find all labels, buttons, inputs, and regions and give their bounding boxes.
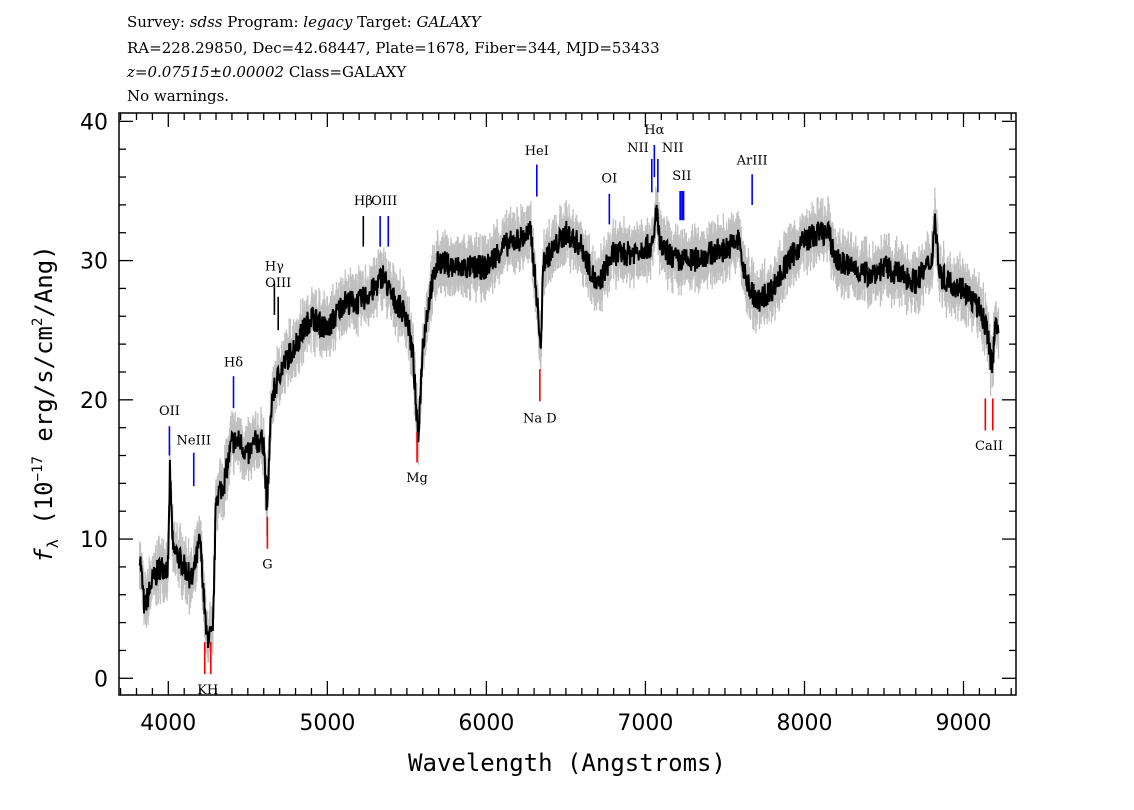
- line-label: ArIII: [736, 154, 768, 169]
- y-tick-label: 30: [80, 250, 108, 275]
- x-tick-label: 4000: [140, 711, 196, 736]
- line-label: OIII: [265, 276, 291, 291]
- line-label: Hδ: [224, 355, 243, 370]
- target-value: GALAXY: [416, 13, 481, 31]
- line-label: NII: [662, 141, 684, 156]
- flux-line: [138, 204, 1000, 649]
- header-line-3: z=0.07515±0.00002 Class=GALAXY: [127, 62, 406, 82]
- line-label: NeIII: [177, 433, 211, 448]
- line-label: OI: [601, 172, 617, 187]
- plot-frame: [118, 112, 1017, 696]
- line-label: Hβ: [354, 194, 373, 209]
- x-axis-label: Wavelength (Angstroms): [408, 749, 726, 777]
- x-tick-label: 7000: [617, 711, 673, 736]
- line-label: G: [262, 558, 272, 573]
- class: Class=GALAXY: [284, 63, 407, 81]
- line-label: Hα: [644, 123, 664, 138]
- line-label: NII: [627, 141, 649, 156]
- header-line-2: RA=228.29850, Dec=42.68447, Plate=1678, …: [127, 39, 660, 57]
- header-line-1: Survey: sdss Program: legacy Target: GAL…: [127, 12, 481, 32]
- y-axis-label: fλ (10−17 erg/s/cm2/Ang): [30, 245, 62, 562]
- axis-ticks: 4000 5000 6000 7000 8000 9000 0 10 20 30 40: [80, 110, 1016, 736]
- y-tick-label: 20: [80, 389, 108, 414]
- y-tick-label: 40: [80, 110, 108, 135]
- line-label: Mg: [406, 471, 428, 486]
- y-tick-label: 0: [94, 667, 108, 692]
- target-label: Target:: [352, 13, 417, 31]
- header-line-4: No warnings.: [127, 87, 230, 105]
- program-label: Program:: [222, 13, 304, 31]
- x-tick-label: 9000: [936, 711, 992, 736]
- line-label: OII: [159, 404, 180, 419]
- line-label: CaII: [975, 439, 1003, 454]
- error-band: [139, 186, 1000, 663]
- survey-label: Survey:: [127, 13, 190, 31]
- line-label: Na D: [523, 411, 557, 426]
- line-label: KH: [197, 683, 218, 698]
- x-tick-label: 8000: [776, 711, 832, 736]
- survey-value: sdss: [189, 13, 223, 31]
- line-label: SII: [672, 169, 691, 184]
- x-tick-label: 6000: [458, 711, 514, 736]
- line-markers: OIINeIIIHδHγOIIIHβOIIIHeIOINIIHαNIISIIAr…: [159, 123, 1003, 698]
- line-label: OIII: [371, 194, 397, 209]
- line-label: HeI: [525, 144, 549, 159]
- x-tick-label: 5000: [299, 711, 355, 736]
- line-label: Hγ: [265, 259, 284, 274]
- program-value: legacy: [303, 13, 353, 31]
- y-tick-label: 10: [80, 528, 108, 553]
- flux-series: [138, 204, 1000, 649]
- redshift: z=0.07515±0.00002: [127, 63, 285, 81]
